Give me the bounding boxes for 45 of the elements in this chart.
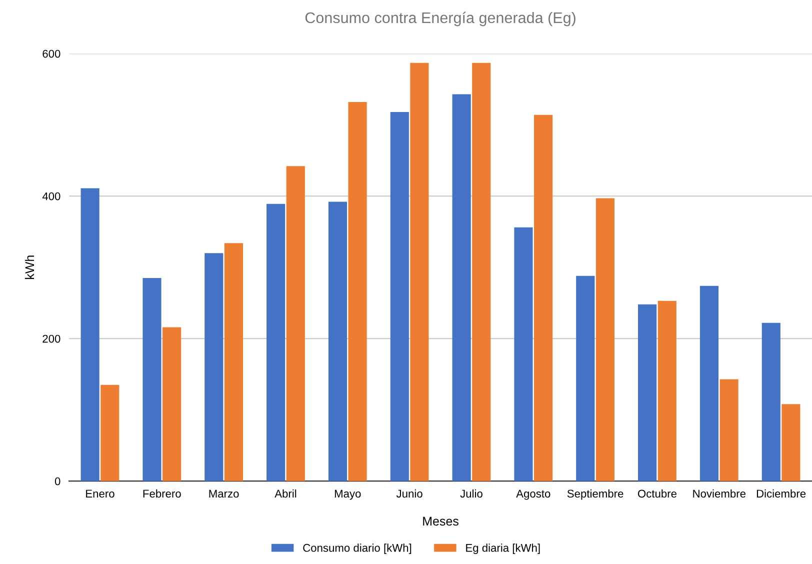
x-tick-label: Mayo — [334, 490, 361, 500]
bar — [328, 202, 348, 482]
bar — [720, 379, 738, 482]
x-tick-label: Septiembre — [567, 489, 624, 500]
x-tick-label: Julio — [460, 489, 482, 498]
x-tick-label: Febrero — [143, 489, 181, 498]
y-tick-label: 600 — [42, 50, 60, 58]
bar — [142, 278, 162, 482]
bar — [762, 322, 780, 482]
x-tick-label: Agosto — [516, 490, 550, 500]
bar — [700, 286, 719, 482]
chart-title: Consumo contra Energía generada (Eg) — [305, 12, 576, 26]
bar — [390, 112, 409, 482]
bar — [266, 204, 286, 482]
x-tick-label: Marzo — [209, 490, 239, 498]
bar — [80, 188, 100, 482]
bar — [100, 384, 120, 482]
bar — [410, 62, 429, 482]
bar — [204, 253, 224, 482]
y-axis-title: kWh — [24, 256, 34, 279]
x-tick-label: Noviembre — [693, 489, 746, 498]
bar — [596, 198, 614, 482]
y-tick-label: 200 — [42, 334, 60, 343]
y-tick-label: 400 — [42, 192, 60, 200]
bar — [452, 94, 471, 482]
bar — [638, 304, 657, 482]
bar — [348, 102, 367, 482]
bar — [286, 166, 305, 482]
x-tick-label: Junio — [396, 489, 422, 498]
bar — [224, 243, 243, 482]
bar — [472, 62, 491, 482]
legend-label: Consumo diario [kWh] — [303, 544, 412, 554]
bar — [534, 114, 553, 482]
y-tick-label: 0 — [54, 477, 60, 486]
bar — [514, 227, 533, 482]
legend-label: Eg diaria [kWh] — [466, 544, 540, 554]
bar — [658, 300, 676, 482]
x-axis-title: Meses — [423, 516, 458, 526]
bar — [162, 327, 182, 482]
x-tick-label: Diciembre — [756, 489, 806, 498]
bar — [782, 404, 800, 482]
x-tick-label: Enero — [86, 490, 114, 498]
bar — [576, 276, 595, 482]
x-tick-label: Abril — [274, 489, 296, 498]
x-tick-label: Octubre — [638, 489, 676, 498]
